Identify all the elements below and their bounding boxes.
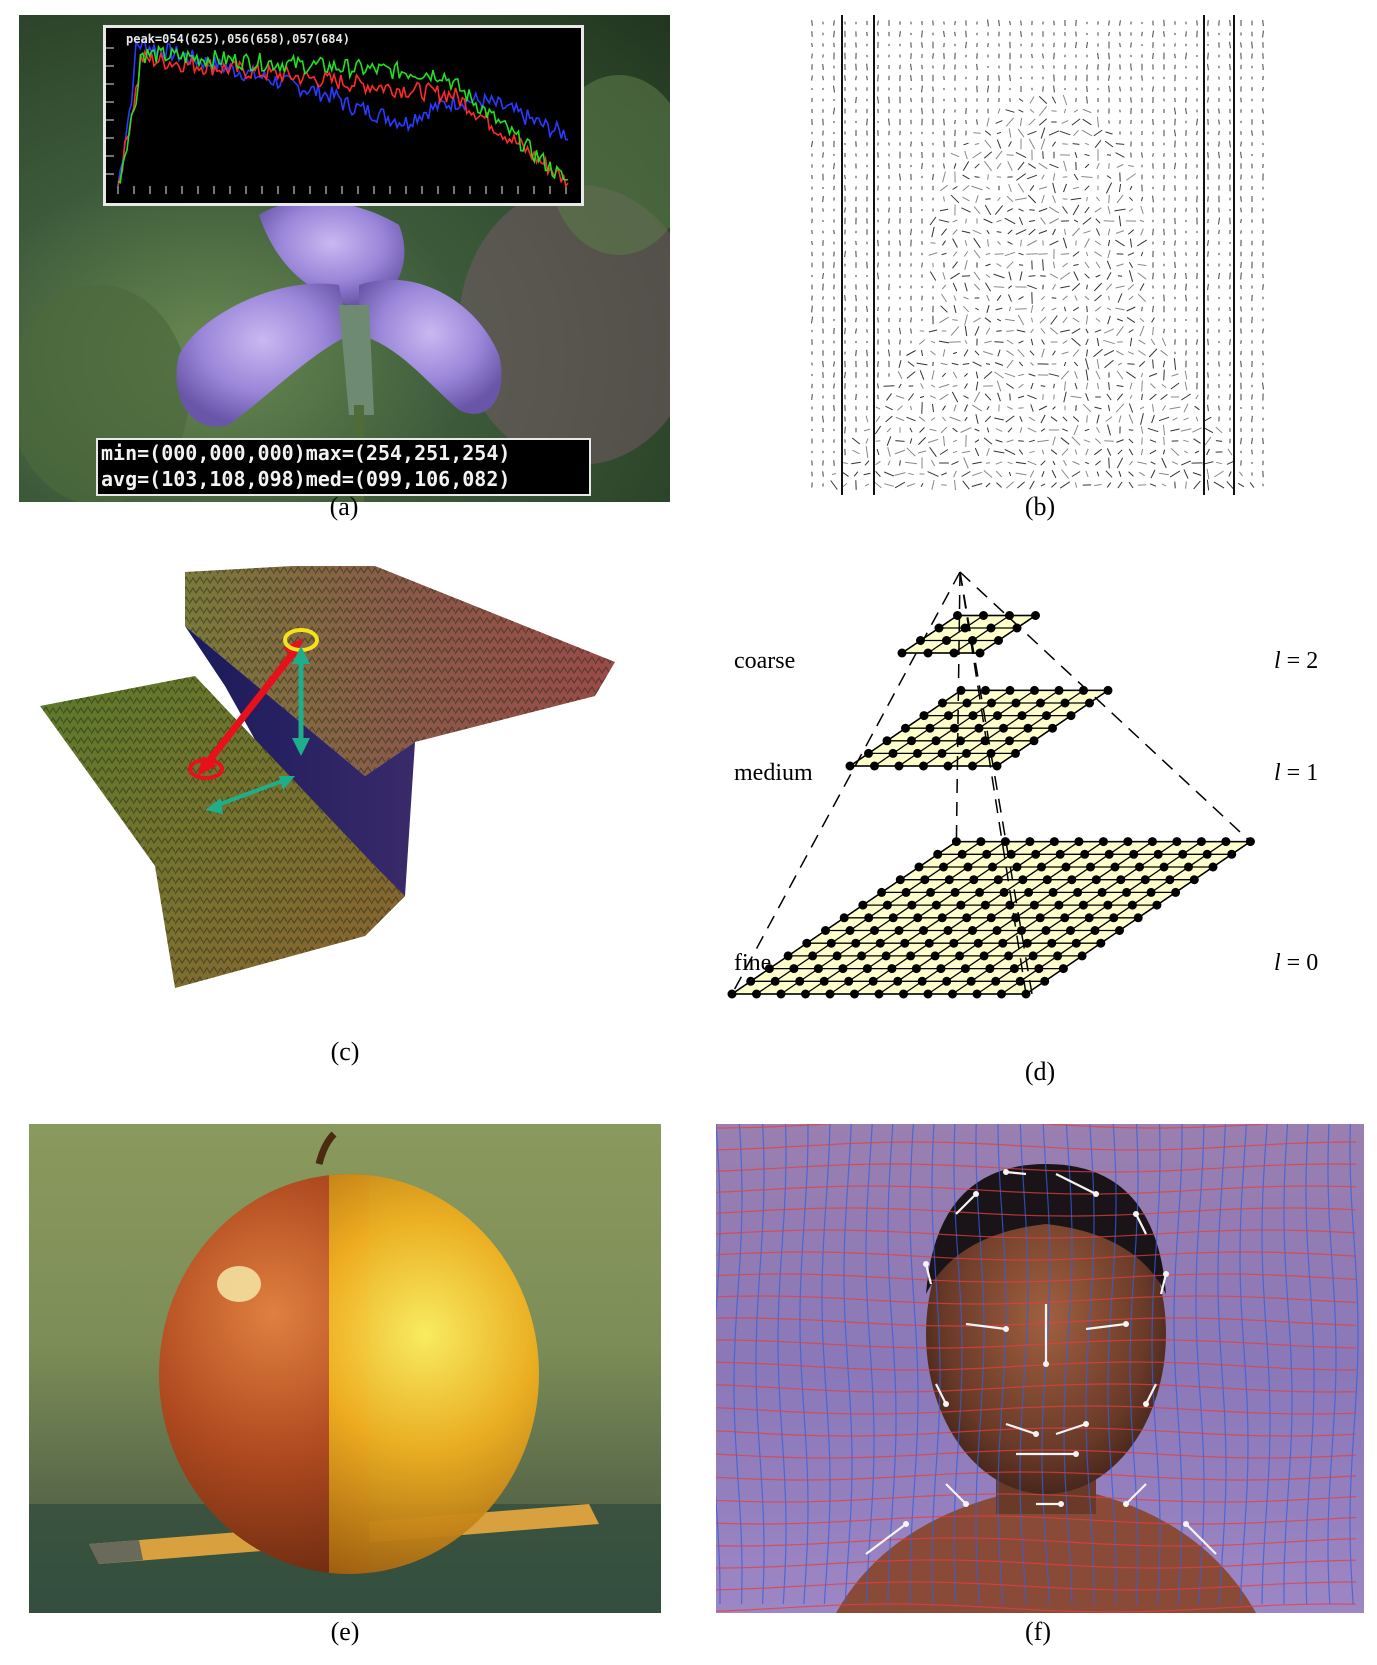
level-label-fine: fine — [734, 950, 772, 976]
image-stats-overlay: min=(000,000,000)max=(254,251,254) avg=(… — [96, 438, 591, 496]
stats-avg-med: avg=(103,108,098)med=(099,106,082) — [101, 467, 511, 491]
caption-f: (f) — [1025, 1617, 1051, 1646]
histogram-curves — [106, 38, 569, 194]
pyramid-grids — [727, 571, 1255, 999]
orientation-needles — [811, 15, 1264, 495]
warped-face-photo — [716, 1124, 1359, 1613]
caption-b: (b) — [1024, 492, 1056, 521]
teal-vertical-arrow — [292, 646, 310, 756]
level-label-coarse: coarse — [734, 648, 796, 674]
red-ellipse — [188, 758, 224, 780]
caption-e: (e) — [330, 1617, 360, 1646]
warp-grid — [716, 1124, 1359, 1613]
displacement-arrows — [865, 1169, 1217, 1555]
caption-d: (d) — [1024, 1057, 1056, 1086]
surface-plot — [40, 566, 615, 988]
histogram-peak-text: peak=054(625),056(658),057(684) — [126, 32, 350, 46]
level-label-medium: medium — [734, 760, 813, 786]
face-morph-image — [716, 1124, 1364, 1613]
teal-diagonal-arrow — [205, 776, 295, 814]
pyramid-diagram: coarse medium fine l = 2 l = 1 l = 0 — [726, 566, 1330, 1062]
level-index-0: l = 0 — [1274, 950, 1319, 976]
caption-c: (c) — [330, 1037, 360, 1066]
level-index-2: l = 2 — [1274, 648, 1319, 674]
level-index-1: l = 1 — [1274, 760, 1319, 786]
iris-histogram-image: peak=054(625),056(658),057(684) min=(000… — [19, 15, 670, 502]
caption-a: (a) — [329, 492, 359, 521]
orapple-image — [29, 1124, 661, 1613]
orapple-photo — [29, 1131, 661, 1613]
step-edge-surface — [35, 566, 655, 1046]
orientation-field-image — [804, 15, 1277, 502]
histogram-overlay: peak=054(625),056(658),057(684) — [103, 25, 584, 206]
stats-min-max: min=(000,000,000)max=(254,251,254) — [101, 441, 511, 465]
